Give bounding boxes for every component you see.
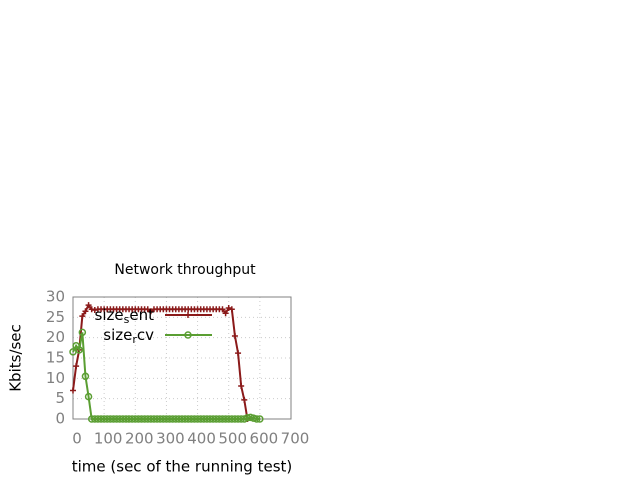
- chart-title: Network throughput: [114, 262, 256, 278]
- y-tick-label: 30: [46, 288, 65, 306]
- data-point: [252, 415, 261, 423]
- data-point: [70, 387, 76, 394]
- x-axis-label: time (sec of the running test): [72, 458, 293, 476]
- x-tick-label: 700: [281, 430, 310, 448]
- legend-label: sizercv: [103, 326, 154, 347]
- data-point: [147, 308, 154, 315]
- x-tick-label: 300: [156, 430, 185, 448]
- data-point: [225, 304, 232, 311]
- data-point: [75, 346, 83, 354]
- legend-marker: [185, 312, 191, 318]
- data-point: [241, 396, 248, 403]
- y-axis-label: Kbits/sec: [7, 324, 25, 392]
- x-tick-label: 200: [125, 430, 154, 448]
- data-point: [144, 306, 151, 313]
- x-tick-label: 500: [218, 430, 247, 448]
- legend-marker: [184, 331, 192, 339]
- data-point: [79, 313, 86, 320]
- x-tick-label: 100: [94, 430, 123, 448]
- y-tick-label: 25: [46, 308, 65, 326]
- data-point: [78, 328, 87, 337]
- y-tick-label: 20: [46, 328, 65, 346]
- y-tick-label: 10: [46, 369, 65, 387]
- x-tick-label: 600: [250, 430, 279, 448]
- data-point: [256, 415, 264, 423]
- data-point: [238, 383, 245, 390]
- y-tick-label: 15: [46, 349, 65, 367]
- data-point: [231, 333, 238, 340]
- data-point: [228, 306, 235, 313]
- data-point: [88, 306, 95, 313]
- data-point: [85, 302, 92, 309]
- x-tick-label: 0: [72, 430, 82, 448]
- data-point: [73, 363, 80, 370]
- y-tick-label: 5: [55, 389, 65, 407]
- data-point: [91, 307, 98, 314]
- y-tick-label: 0: [55, 410, 65, 428]
- data-point: [81, 372, 90, 381]
- data-point: [69, 348, 77, 356]
- data-point: [84, 392, 93, 401]
- data-point: [219, 306, 226, 313]
- x-tick-label: 400: [187, 430, 216, 448]
- data-point: [82, 308, 89, 315]
- data-point: [235, 350, 242, 357]
- legend-label: sizesent: [95, 306, 155, 327]
- data-point: [222, 310, 229, 317]
